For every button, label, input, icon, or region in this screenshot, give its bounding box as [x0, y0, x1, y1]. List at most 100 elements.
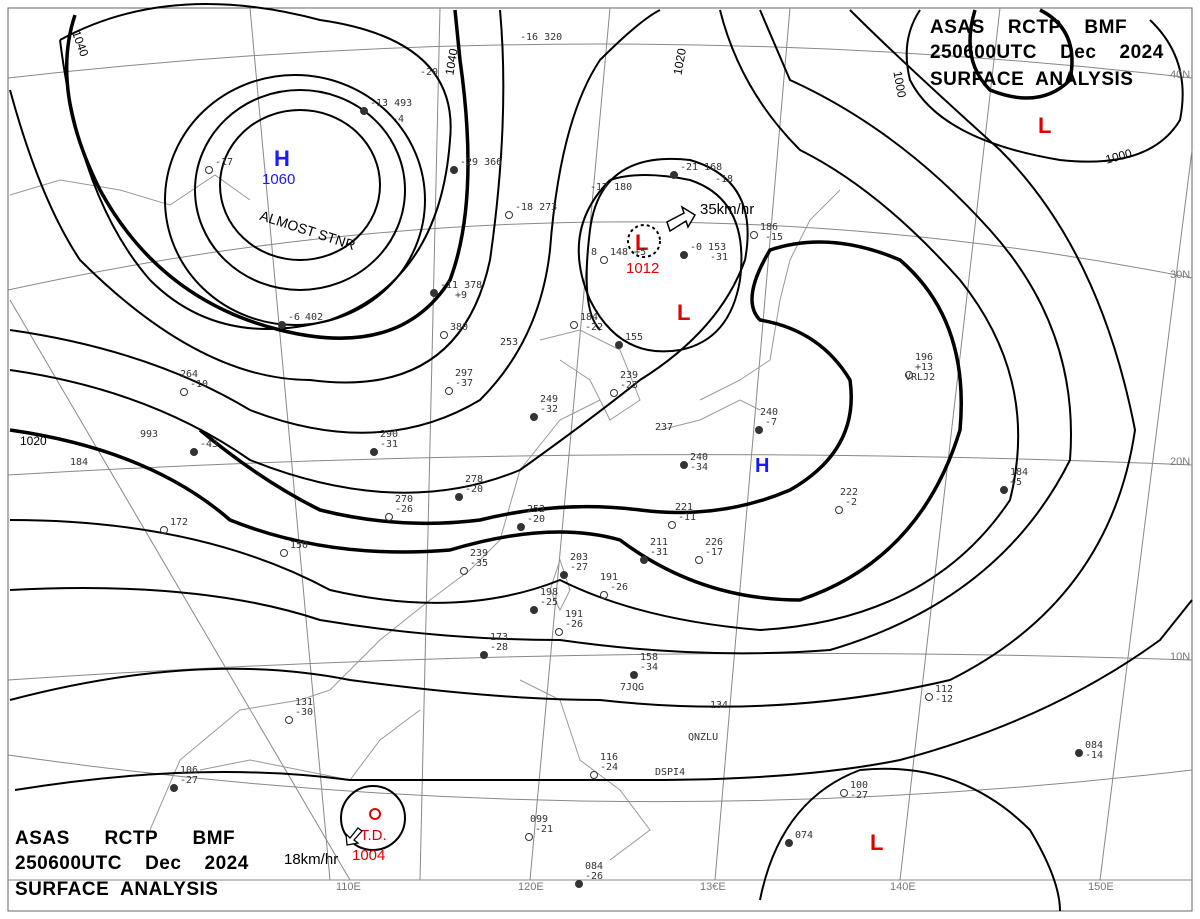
station-value: -18 273: [515, 202, 557, 213]
station-value: -6: [288, 312, 300, 323]
station-value: -17: [215, 157, 233, 168]
station-value: 239: [620, 370, 638, 381]
station-value: -21: [535, 824, 553, 835]
map-frame: [7, 7, 1193, 912]
high-pressure-symbol: H: [274, 146, 290, 171]
station-value: 278: [465, 474, 483, 485]
station-value: 191: [565, 609, 583, 620]
title-bottom-line2: 250600UTC Dec 2024: [15, 853, 249, 874]
station-circle-icon: [835, 506, 843, 514]
station-value: -28: [490, 642, 508, 653]
station-circle-icon: [360, 107, 368, 115]
station-value: 297: [455, 368, 473, 379]
lon-label: 120E: [518, 881, 544, 893]
title-top-line1: ASAS RCTP BMF: [930, 17, 1128, 38]
station-circle-icon: [755, 426, 763, 434]
ship-station-id: QNZLU: [688, 732, 718, 743]
station-value: 186: [760, 222, 778, 233]
motion-speed: 35km/hr: [700, 201, 754, 218]
isobar-label: 1000: [890, 70, 908, 99]
station-value: -21 168: [680, 162, 722, 173]
station-circle-icon: [430, 289, 438, 297]
station-circle-icon: [460, 567, 468, 575]
td-pressure: 1004: [352, 847, 385, 864]
station-value: 240: [760, 407, 778, 418]
lon-label: 140E: [890, 881, 916, 893]
station-circle-icon: [680, 461, 688, 469]
station-value: 099: [530, 814, 548, 825]
station-value: -26: [395, 504, 413, 515]
station-value: +9: [455, 290, 467, 301]
station-value: 084: [585, 861, 603, 872]
station-value: 106: [180, 765, 198, 776]
station-value: 264: [180, 369, 198, 380]
station-value: 155: [625, 332, 643, 343]
station-value: 270: [395, 494, 413, 505]
station-value: 134: [710, 700, 728, 711]
station-value: -14: [1085, 750, 1103, 761]
isobar-label: 1020: [20, 434, 47, 448]
station-value: -24: [600, 762, 618, 773]
graticule: [7, 7, 1193, 881]
station-circle-icon: [190, 448, 198, 456]
isobar-label: 1040: [442, 47, 460, 76]
tropical-depression-icon: [369, 808, 381, 820]
station-circle-icon: [670, 171, 678, 179]
ship-station-id: DSPI4: [655, 767, 685, 778]
station-value: 116: [600, 752, 618, 763]
station-circle-icon: [455, 493, 463, 501]
td-label: T.D.: [360, 827, 387, 844]
ship-station-id: 7JQG: [620, 682, 644, 693]
station-value: -15: [765, 232, 783, 243]
station-value: +13: [915, 362, 933, 373]
station-value: 402: [305, 312, 323, 323]
station-circle-icon: [560, 571, 568, 579]
station-value: -31: [380, 439, 398, 450]
station-value: 158: [640, 652, 658, 663]
station-value: 380: [450, 322, 468, 333]
isobars: [9, 3, 1193, 912]
station-circle-icon: [160, 526, 168, 534]
station-value: -13 493: [370, 98, 412, 109]
station-value: -26: [585, 871, 603, 882]
station-value: -4: [392, 114, 404, 125]
station-value: -25: [540, 597, 558, 608]
station-circle-icon: [440, 331, 448, 339]
station-value: -32: [540, 404, 558, 415]
station-circle-icon: [615, 341, 623, 349]
station-value: 184: [70, 457, 88, 468]
station-value: -12: [935, 694, 953, 705]
station-value: -20: [420, 67, 438, 78]
axis-labels: 40N 30N 20N 10N 110E 120E 13€E 140E 150E: [336, 69, 1190, 893]
station-value: 237: [655, 422, 673, 433]
station-value: -2: [845, 497, 857, 508]
station-value: -22: [585, 322, 603, 333]
title-bottom-line3: SURFACE ANALYSIS: [15, 879, 219, 900]
station-circle-icon: [285, 716, 293, 724]
station-value: -7: [765, 417, 777, 428]
station-circle-icon: [170, 784, 178, 792]
station-value: +5: [1010, 477, 1022, 488]
station-value: -8: [585, 247, 597, 258]
station-circle-icon: [600, 256, 608, 264]
station-value: 198: [540, 587, 558, 598]
station-plots: -13 493 -4 -17 -20 -29 366 -16 320 -18 273 -17 …: [70, 32, 1103, 888]
station-value: -20: [465, 484, 483, 495]
station-value: -26: [610, 582, 628, 593]
station-value: -30: [295, 707, 313, 718]
station-value: 100: [850, 780, 868, 791]
station-circle-icon: [590, 771, 598, 779]
station-value: -27: [570, 562, 588, 573]
station-circle-icon: [517, 523, 525, 531]
station-value: 239: [470, 548, 488, 559]
low-pressure-symbol: L: [870, 830, 883, 855]
low-pressure-value: 1012: [626, 260, 659, 277]
title-bottom-line1: ASAS RCTP BMF: [15, 828, 236, 849]
station-value: -31: [710, 252, 728, 263]
station-value: -27: [180, 775, 198, 786]
station-value: -20: [527, 514, 545, 525]
isobar-label: 1000: [1104, 146, 1134, 167]
lat-label: 30N: [1170, 269, 1190, 281]
